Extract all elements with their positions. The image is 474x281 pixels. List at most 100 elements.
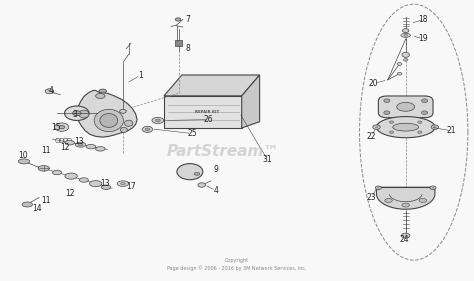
Ellipse shape <box>100 114 118 127</box>
Text: 19: 19 <box>419 35 428 44</box>
Text: 12: 12 <box>65 189 74 198</box>
Text: 17: 17 <box>126 182 136 191</box>
Text: 11: 11 <box>41 146 51 155</box>
Ellipse shape <box>393 123 419 131</box>
Polygon shape <box>242 75 260 128</box>
Ellipse shape <box>142 126 153 132</box>
Ellipse shape <box>402 52 410 57</box>
Ellipse shape <box>152 117 164 124</box>
Ellipse shape <box>65 140 74 145</box>
Text: 15: 15 <box>51 123 60 132</box>
Ellipse shape <box>175 18 181 21</box>
Polygon shape <box>376 187 435 209</box>
Ellipse shape <box>86 144 96 149</box>
Ellipse shape <box>38 166 49 171</box>
Ellipse shape <box>421 111 428 114</box>
Ellipse shape <box>198 183 205 187</box>
Ellipse shape <box>155 119 160 122</box>
Ellipse shape <box>96 147 105 151</box>
Text: 26: 26 <box>204 115 214 124</box>
Polygon shape <box>164 96 242 128</box>
Ellipse shape <box>421 99 428 103</box>
Ellipse shape <box>377 187 380 189</box>
Ellipse shape <box>402 203 410 207</box>
Ellipse shape <box>403 58 408 61</box>
Ellipse shape <box>194 173 200 175</box>
Ellipse shape <box>401 33 410 37</box>
Ellipse shape <box>401 233 410 238</box>
Ellipse shape <box>373 125 380 129</box>
Polygon shape <box>77 90 137 137</box>
Text: 4: 4 <box>48 86 53 95</box>
Text: 3: 3 <box>72 110 77 119</box>
Ellipse shape <box>75 142 86 147</box>
Ellipse shape <box>96 94 105 98</box>
Ellipse shape <box>390 131 394 133</box>
Polygon shape <box>376 117 435 138</box>
Ellipse shape <box>430 186 436 190</box>
Ellipse shape <box>90 181 102 187</box>
Ellipse shape <box>419 198 427 202</box>
Ellipse shape <box>73 111 81 116</box>
Ellipse shape <box>18 159 30 164</box>
Ellipse shape <box>120 127 128 132</box>
Text: 23: 23 <box>366 193 376 202</box>
Ellipse shape <box>78 144 83 146</box>
Text: 1: 1 <box>138 71 143 80</box>
Ellipse shape <box>117 181 128 186</box>
Text: 7: 7 <box>185 15 190 24</box>
Text: 14: 14 <box>32 204 42 213</box>
Ellipse shape <box>99 89 107 93</box>
Ellipse shape <box>384 111 390 114</box>
Ellipse shape <box>22 202 33 207</box>
Text: 11: 11 <box>41 196 51 205</box>
Ellipse shape <box>119 109 126 113</box>
Ellipse shape <box>431 125 438 129</box>
Text: 25: 25 <box>187 129 197 138</box>
Ellipse shape <box>375 126 378 128</box>
Ellipse shape <box>402 29 409 33</box>
Text: 18: 18 <box>419 15 428 24</box>
Ellipse shape <box>120 183 125 185</box>
Ellipse shape <box>65 173 77 179</box>
Text: PartStream™: PartStream™ <box>166 144 279 159</box>
Ellipse shape <box>375 186 382 190</box>
Ellipse shape <box>390 121 394 123</box>
Text: 13: 13 <box>74 137 84 146</box>
Text: 24: 24 <box>400 235 409 244</box>
Ellipse shape <box>101 185 111 189</box>
Text: 21: 21 <box>447 126 456 135</box>
Ellipse shape <box>177 164 203 180</box>
FancyBboxPatch shape <box>378 96 433 118</box>
Ellipse shape <box>94 109 123 132</box>
Text: 8: 8 <box>185 44 190 53</box>
Text: 22: 22 <box>366 132 376 141</box>
Ellipse shape <box>404 35 408 36</box>
Ellipse shape <box>79 178 88 182</box>
Ellipse shape <box>384 99 390 103</box>
Ellipse shape <box>53 170 62 175</box>
Text: REPAIR KIT: REPAIR KIT <box>195 110 219 114</box>
Ellipse shape <box>145 128 150 131</box>
Ellipse shape <box>55 123 69 131</box>
Text: Copyright
Page design © 2006 - 2016 by 3M Network Services, Inc.: Copyright Page design © 2006 - 2016 by 3… <box>167 258 307 271</box>
Ellipse shape <box>397 102 415 111</box>
Text: 20: 20 <box>369 79 378 88</box>
Ellipse shape <box>397 72 402 75</box>
Text: 12: 12 <box>60 143 70 152</box>
Ellipse shape <box>385 198 392 202</box>
Ellipse shape <box>418 131 422 133</box>
Text: 9: 9 <box>213 165 218 174</box>
Ellipse shape <box>59 126 64 129</box>
Text: 13: 13 <box>100 179 110 188</box>
Bar <box>175 40 182 46</box>
Text: 10: 10 <box>18 151 27 160</box>
Ellipse shape <box>124 120 133 126</box>
Ellipse shape <box>434 126 437 128</box>
Ellipse shape <box>432 187 434 189</box>
Ellipse shape <box>45 89 54 94</box>
Ellipse shape <box>418 121 422 123</box>
Ellipse shape <box>79 110 89 118</box>
Text: 31: 31 <box>263 155 273 164</box>
Ellipse shape <box>64 106 89 121</box>
